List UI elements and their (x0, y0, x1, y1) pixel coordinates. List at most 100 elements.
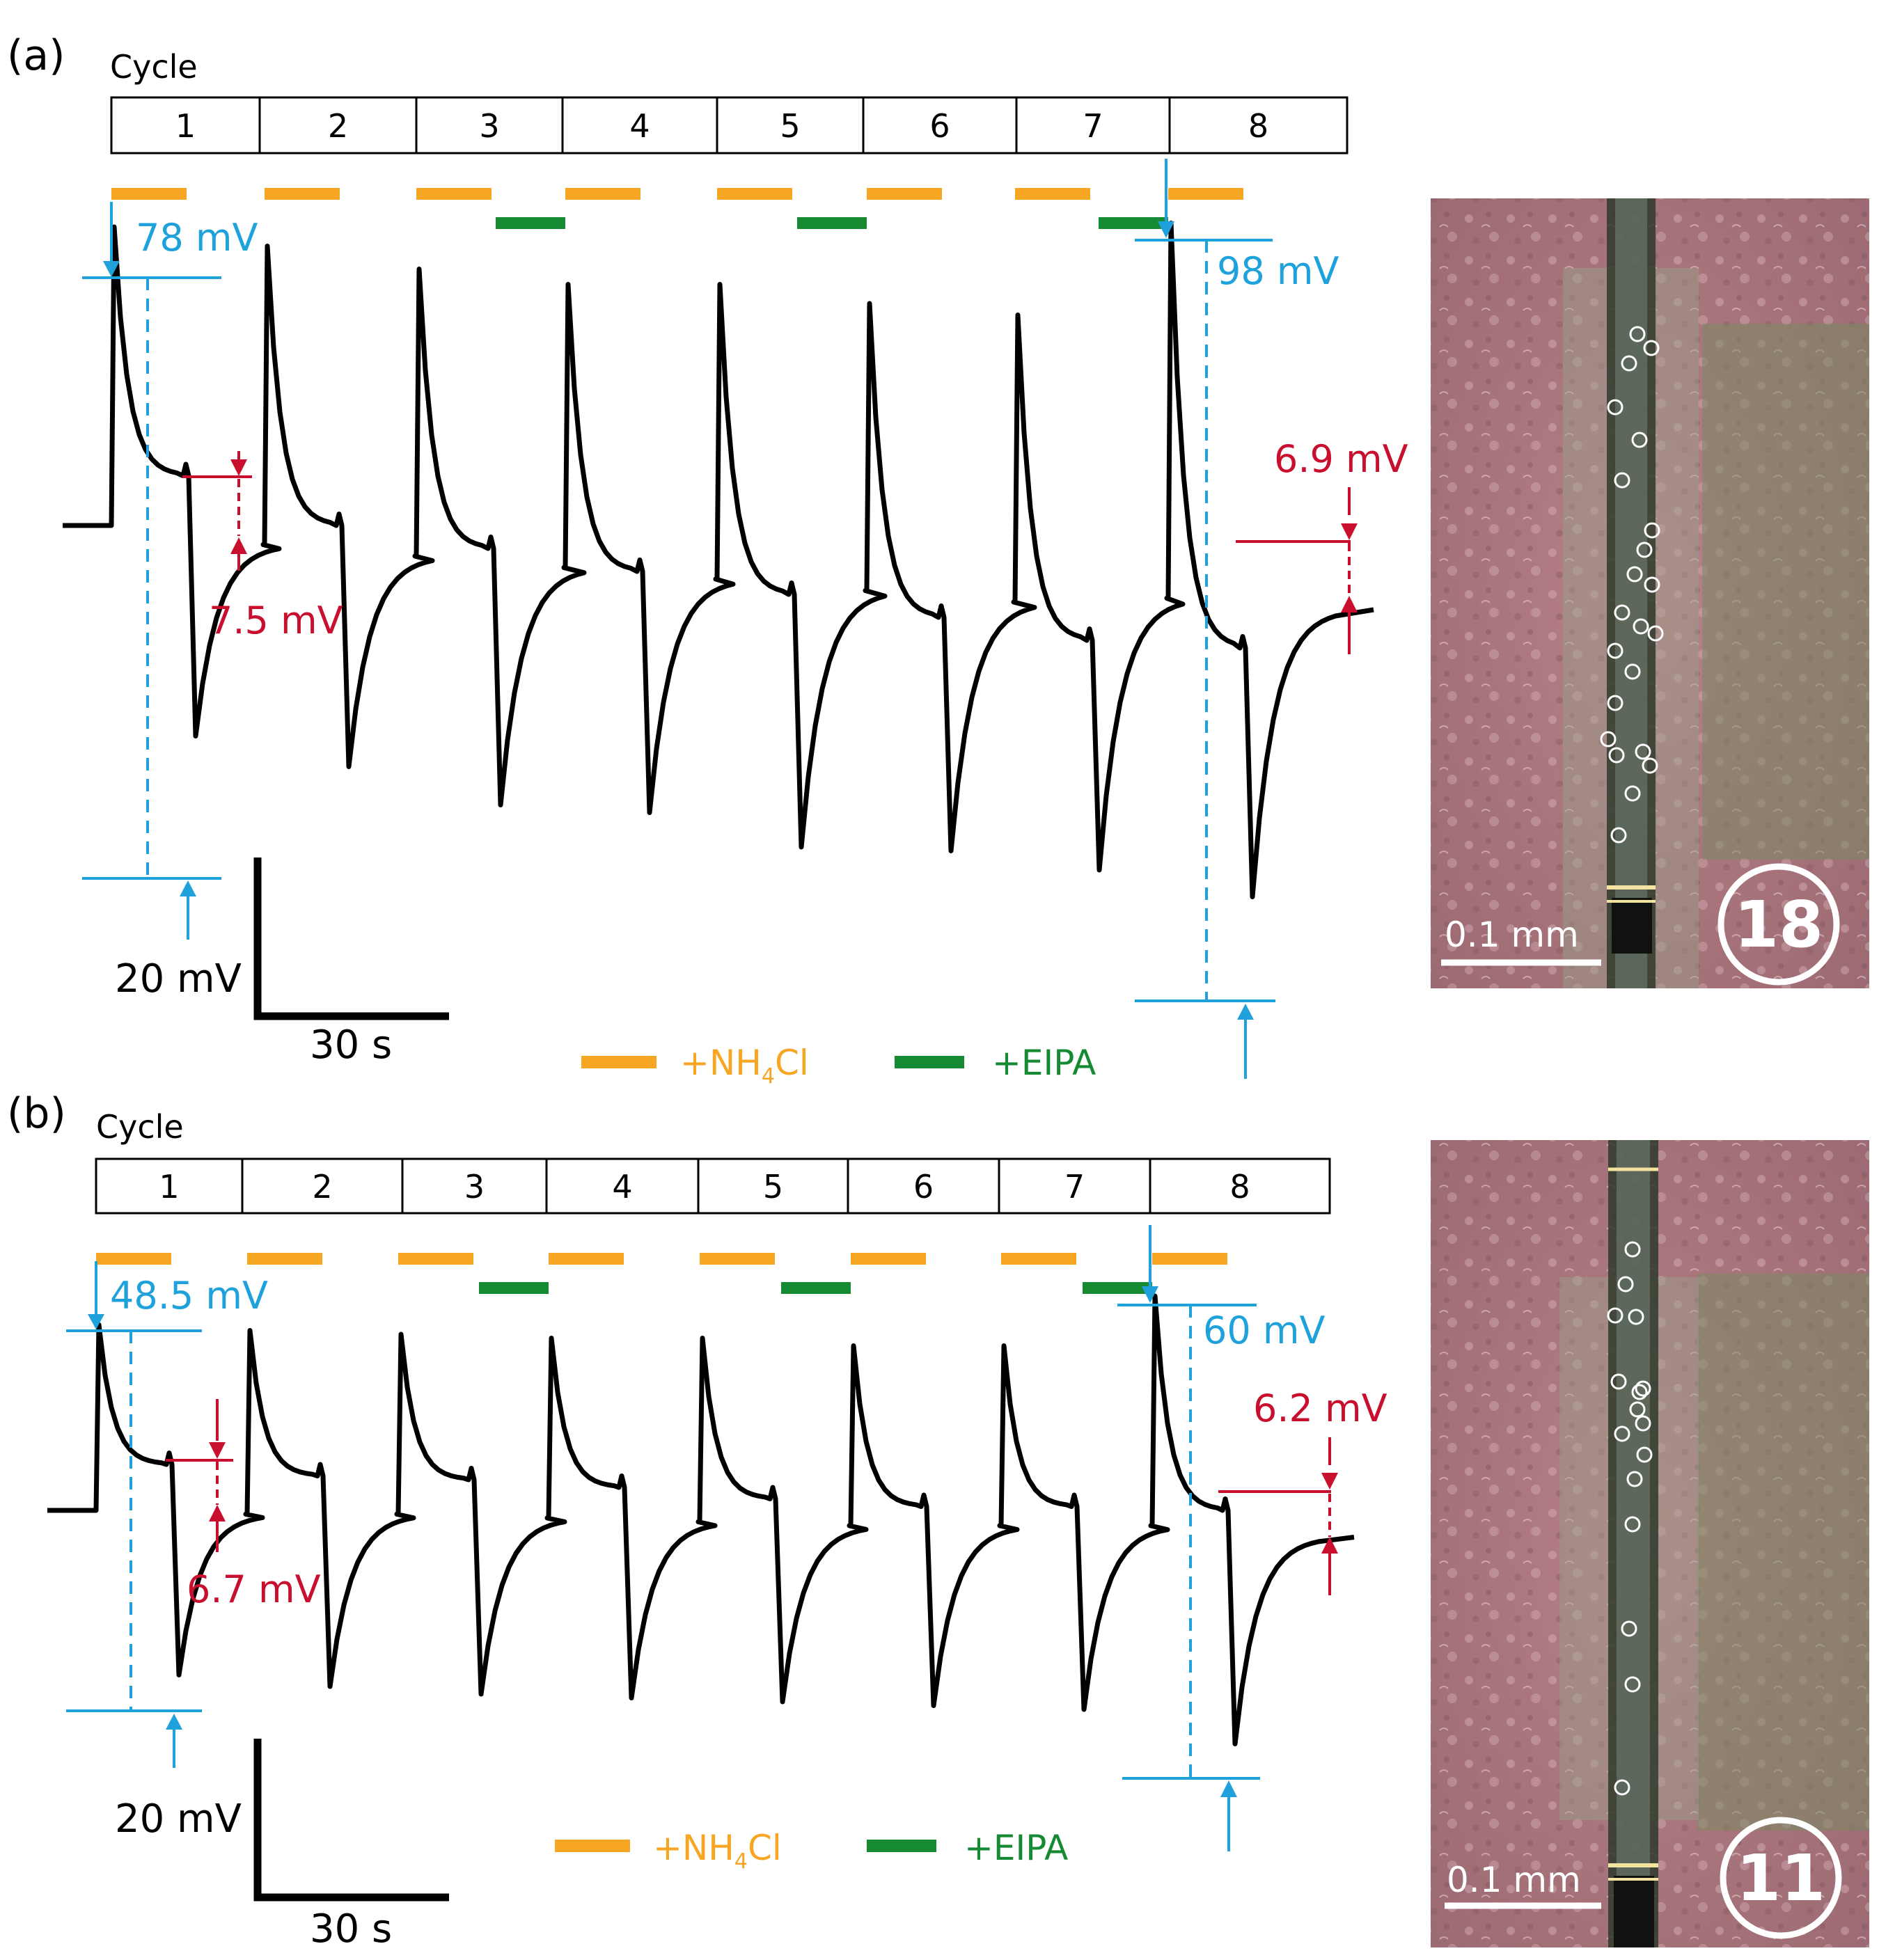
nh4cl-bar (549, 1253, 624, 1265)
peak-label-first: 48.5 mV (110, 1274, 268, 1318)
cycle-label: 5 (763, 1168, 783, 1206)
cell-marker (1635, 1415, 1651, 1432)
cycle-label: 4 (612, 1168, 632, 1206)
cell-marker (1626, 1471, 1643, 1487)
nh4cl-bar (96, 1253, 171, 1265)
cycle-label: 2 (312, 1168, 332, 1206)
cell-marker (1642, 757, 1658, 774)
eipa-bar (781, 1282, 851, 1294)
voltage-trace (47, 1293, 1355, 1746)
cell-count-badge: 18 (1734, 887, 1823, 962)
cell-marker (1607, 1307, 1624, 1324)
cell-marker (1629, 326, 1646, 342)
cycle-label: 7 (1083, 107, 1103, 145)
cell-count-badge: 11 (1736, 1841, 1825, 1915)
scale-bar (253, 1739, 449, 1902)
micrograph: 0.1 mm 18 (1431, 198, 1869, 988)
nh4cl-bar (851, 1253, 926, 1265)
cell-marker (1610, 827, 1627, 844)
cell-marker (1643, 340, 1660, 356)
peak-annotation-first (82, 202, 221, 940)
peak-label-first: 78 mV (136, 216, 258, 260)
eipa-bar (496, 217, 565, 229)
scale-y-label: 20 mV (115, 956, 242, 1002)
nh4cl-bar (247, 1253, 322, 1265)
peak-annotation-first (66, 1261, 202, 1768)
step-label-first: 6.7 mV (187, 1567, 321, 1611)
cell-marker (1614, 1425, 1630, 1442)
cell-marker (1607, 695, 1624, 711)
step-annotation-first (182, 451, 252, 571)
legend-eipa-swatch (867, 1840, 936, 1852)
cycle-label: 6 (929, 107, 950, 145)
cycle-label: 7 (1064, 1168, 1085, 1206)
cycle-title: Cycle (110, 48, 198, 86)
cycle-label: 8 (1229, 1168, 1250, 1206)
cell-marker (1647, 625, 1664, 642)
legend: +NH4Cl +EIPA (581, 1043, 1096, 1089)
peak-label-last: 60 mV (1203, 1309, 1325, 1352)
cell-markers (1607, 1241, 1653, 1796)
legend-eipa-label: +EIPA (992, 1043, 1096, 1083)
step-annotation-last (1236, 487, 1358, 654)
cell-marker (1633, 618, 1649, 635)
panel-label: (a) (7, 31, 65, 80)
nh4cl-bar (1168, 188, 1243, 200)
cell-marker (1635, 1380, 1651, 1397)
panel-a: (a) Cycle 1 2 3 4 5 6 7 8 78 mV 98 mV (7, 31, 1869, 1089)
cell-marker (1621, 355, 1637, 372)
nh4cl-bar (1152, 1253, 1227, 1265)
peak-annotation-last (1117, 1225, 1260, 1851)
cell-marker (1624, 785, 1641, 802)
eipa-bar (1099, 217, 1168, 229)
legend-eipa-label: +EIPA (964, 1828, 1068, 1868)
voltage-trace (63, 221, 1374, 899)
eipa-bar (1083, 1282, 1152, 1294)
cycle-label: 1 (159, 1168, 179, 1206)
cell-marker (1617, 1276, 1634, 1293)
eipa-bar (479, 1282, 549, 1294)
cycle-label: 8 (1248, 107, 1268, 145)
cell-marker (1614, 1779, 1630, 1796)
cell-marker (1636, 1446, 1653, 1463)
cycle-label: 3 (464, 1168, 485, 1206)
scale-bar (253, 858, 449, 1020)
step-label-last: 6.2 mV (1253, 1386, 1387, 1430)
cell-marker (1636, 542, 1653, 558)
cycle-row-frame (95, 1157, 1331, 1215)
cell-marker (1624, 1241, 1641, 1258)
cycle-row-frame (110, 96, 1349, 155)
nh4cl-bar (1015, 188, 1090, 200)
peak-label-last: 98 mV (1217, 249, 1339, 293)
legend-nh4cl-label: +NH4Cl (653, 1828, 782, 1874)
eipa-bar (797, 217, 867, 229)
micrograph-scale-label: 0.1 mm (1445, 915, 1579, 955)
step-label-last: 6.9 mV (1274, 437, 1408, 481)
cycle-row: 1 2 3 4 5 6 7 8 (110, 96, 1349, 155)
cell-marker (1624, 1516, 1641, 1533)
legend-nh4cl-swatch (581, 1056, 657, 1068)
cell-marker (1607, 642, 1624, 659)
nh4cl-bar (265, 188, 340, 200)
cell-marker (1644, 576, 1660, 593)
nh4cl-bar (700, 1253, 775, 1265)
panel-label: (b) (7, 1089, 66, 1138)
step-annotation-first (166, 1399, 233, 1552)
cell-marker (1628, 1309, 1644, 1325)
cell-marker (1644, 522, 1660, 539)
nh4cl-bar (867, 188, 942, 200)
treatment-bars (111, 188, 1243, 229)
cycle-label: 4 (629, 107, 650, 145)
nh4cl-bar (398, 1253, 473, 1265)
cycle-label: 5 (780, 107, 800, 145)
micrograph-scale-label: 0.1 mm (1447, 1860, 1581, 1900)
cycle-label: 3 (479, 107, 499, 145)
step-annotation-last (1218, 1437, 1338, 1595)
treatment-bars (96, 1253, 1227, 1294)
peak-annotation-last (1135, 159, 1275, 1079)
nh4cl-bar (565, 188, 640, 200)
cell-marker (1631, 1384, 1648, 1400)
nh4cl-bar (1001, 1253, 1076, 1265)
scale-x-label: 30 s (310, 1906, 392, 1952)
